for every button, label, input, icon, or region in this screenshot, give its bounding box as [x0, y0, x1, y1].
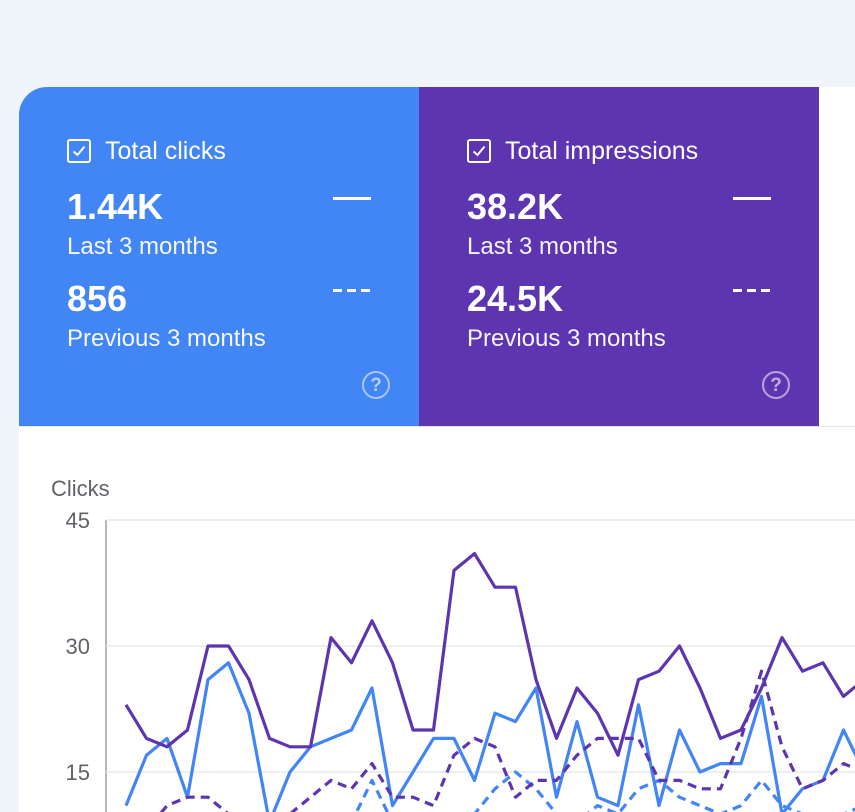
- impressions-previous-period: Previous 3 months: [467, 325, 666, 352]
- y-axis-title: Clicks: [51, 476, 110, 501]
- y-tick-label: 45: [66, 508, 90, 533]
- clicks-chart: Clicks 15 30 45: [51, 476, 855, 812]
- help-circle-icon[interactable]: ?: [362, 371, 390, 399]
- clicks-previous-value: 856: [67, 278, 128, 319]
- dashed-line-legend-icon: [733, 289, 771, 292]
- card-divider: [19, 426, 855, 427]
- performance-panel: Total clicks 1.44K Last 3 months 856 Pre…: [19, 87, 855, 812]
- solid-line-legend-icon: [333, 197, 371, 200]
- total-impressions-card[interactable]: Total impressions 38.2K Last 3 months 24…: [419, 87, 819, 426]
- y-tick-label: 30: [66, 634, 90, 659]
- series-line-1: [124, 661, 855, 812]
- total-impressions-header[interactable]: Total impressions: [467, 137, 698, 165]
- dashed-line-legend-icon: [333, 289, 371, 292]
- clicks-current-value: 1.44K: [67, 186, 164, 227]
- help-circle-icon[interactable]: ?: [762, 371, 790, 399]
- total-clicks-card[interactable]: Total clicks 1.44K Last 3 months 856 Pre…: [19, 87, 419, 426]
- series-line-4: [159, 669, 855, 812]
- series-line-2: [124, 552, 855, 757]
- impressions-current-period: Last 3 months: [467, 233, 618, 260]
- total-impressions-label: Total impressions: [505, 137, 699, 165]
- solid-line-legend-icon: [733, 197, 771, 200]
- series-line-3: [354, 770, 855, 812]
- checkbox-checked-icon[interactable]: [467, 139, 491, 163]
- total-clicks-header[interactable]: Total clicks: [67, 137, 226, 165]
- total-clicks-label: Total clicks: [105, 137, 226, 165]
- clicks-current-period: Last 3 months: [67, 233, 218, 260]
- y-tick-label: 15: [66, 760, 90, 785]
- impressions-previous-value: 24.5K: [467, 278, 564, 319]
- impressions-current-value: 38.2K: [467, 186, 564, 227]
- help-glyph: ?: [370, 374, 382, 396]
- clicks-previous-period: Previous 3 months: [67, 325, 266, 352]
- help-glyph: ?: [770, 374, 782, 396]
- checkbox-checked-icon[interactable]: [67, 139, 91, 163]
